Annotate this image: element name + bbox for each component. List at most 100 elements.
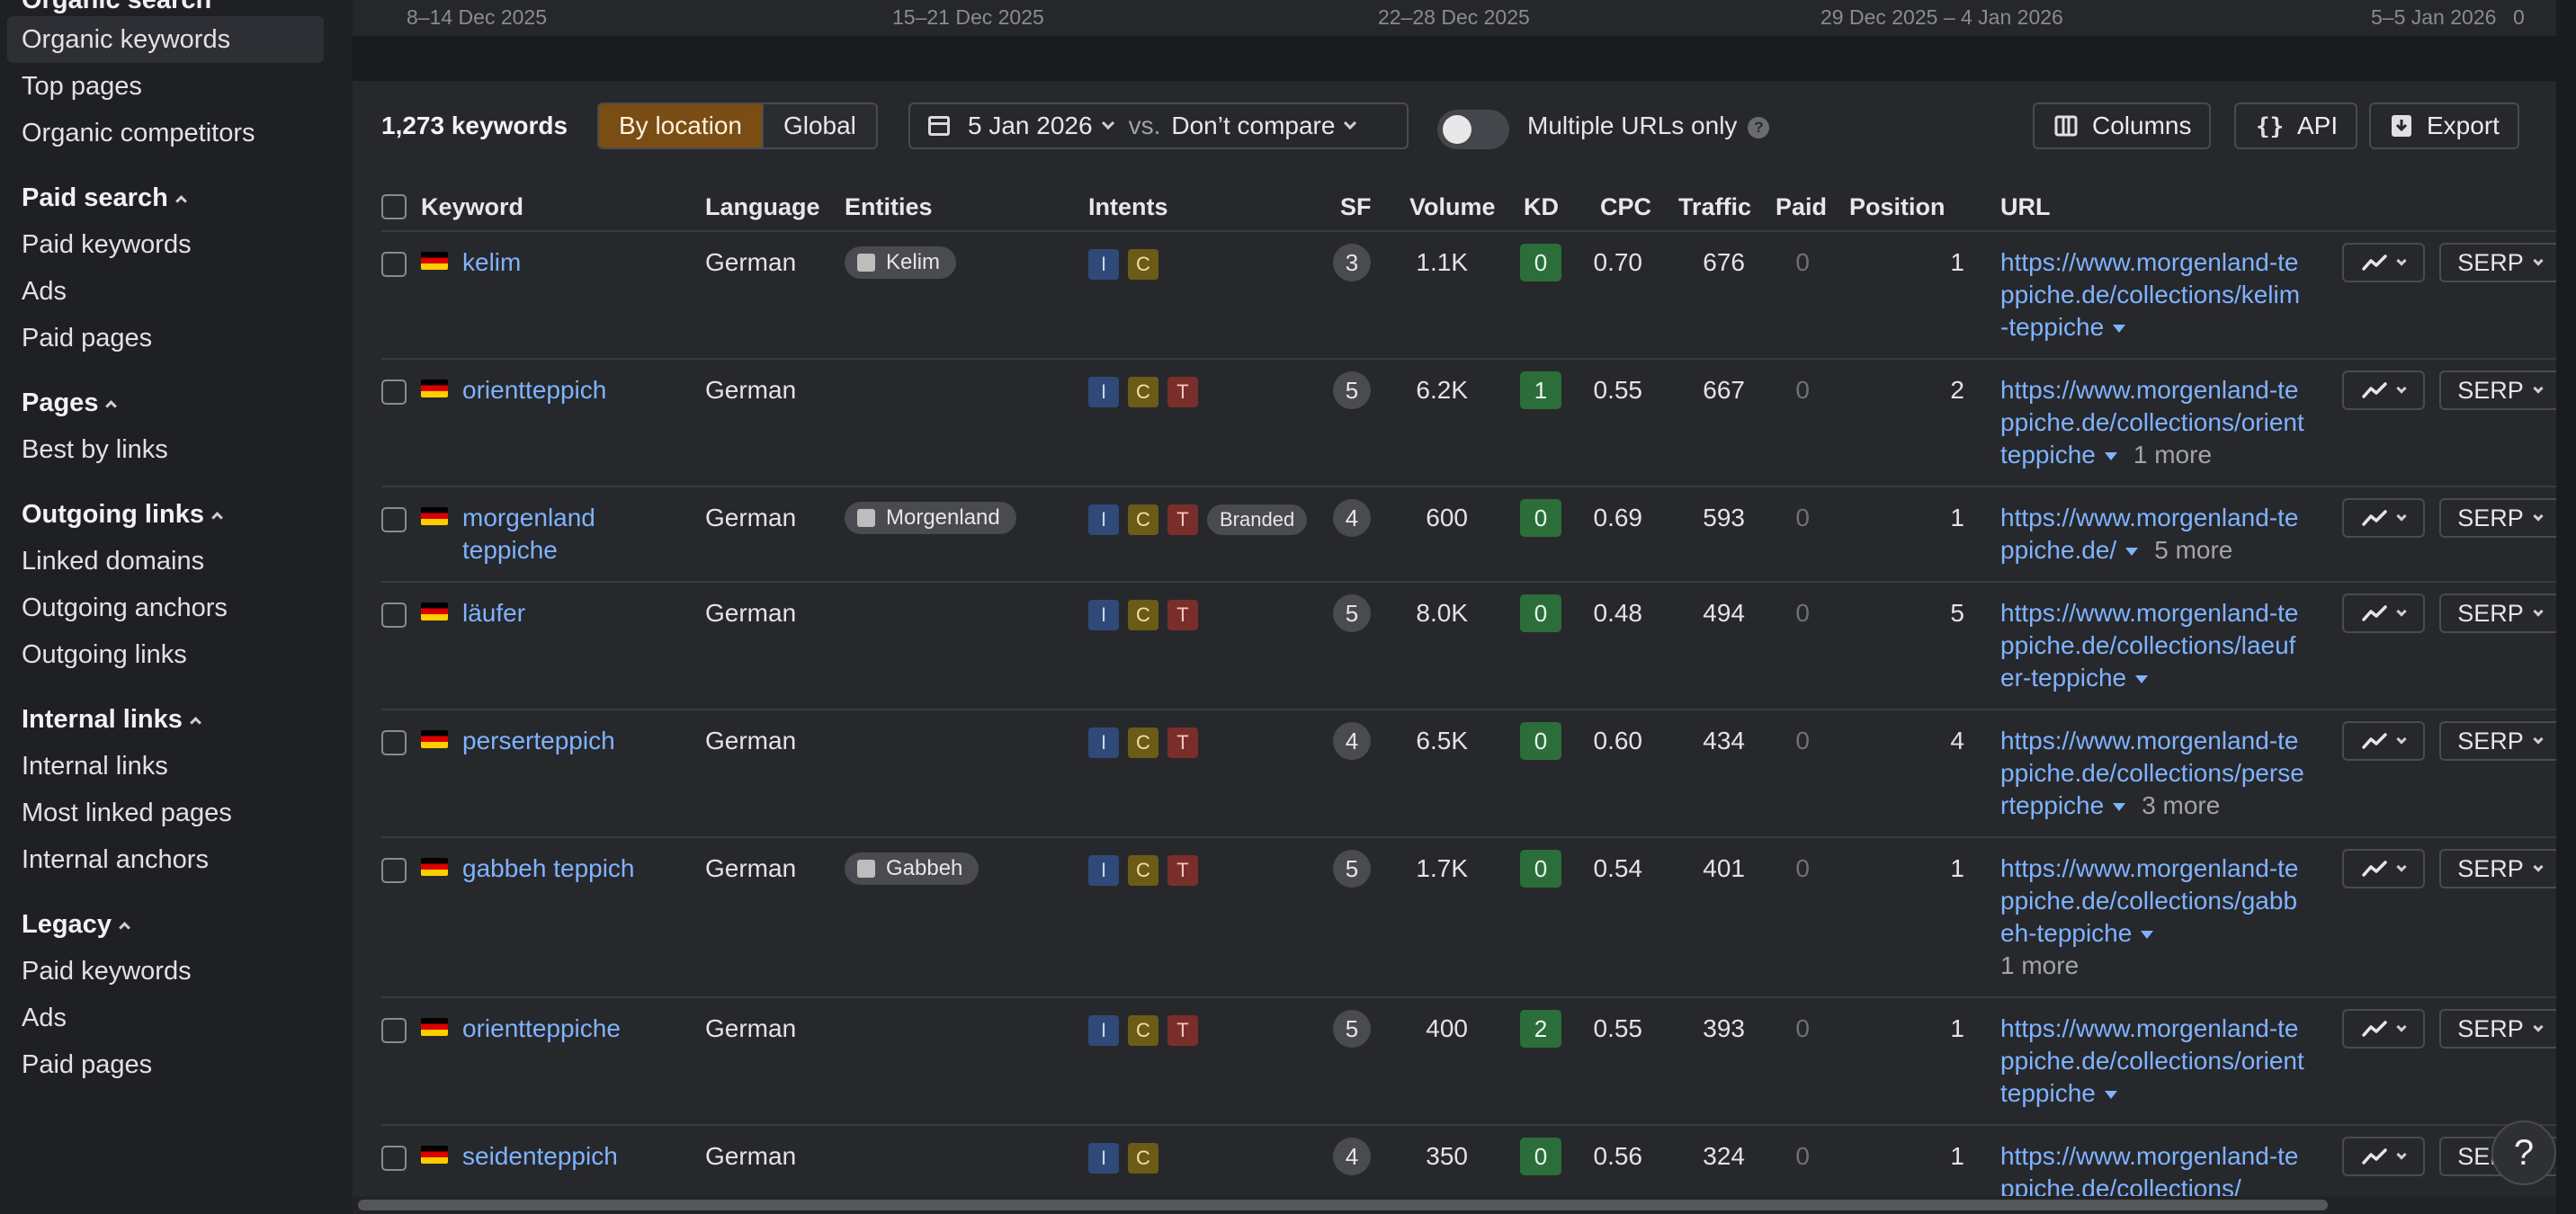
multiple-urls-toggle[interactable]	[1437, 110, 1509, 149]
serp-button[interactable]: SERP	[2439, 594, 2560, 633]
caret-down-icon[interactable]	[2113, 325, 2126, 334]
url-link[interactable]: https://www.morgenland-teppiche.de/colle…	[2000, 854, 2299, 947]
sidebar-section-heading[interactable]: Paid search	[22, 174, 187, 221]
sidebar-item[interactable]: Organic competitors	[22, 119, 255, 147]
trend-chart-button[interactable]	[2342, 721, 2425, 761]
keyword-link[interactable]: kelim	[462, 248, 522, 276]
more-urls-link[interactable]: 3 more	[2142, 791, 2221, 819]
sidebar-item[interactable]: Top pages	[22, 72, 142, 101]
col-volume[interactable]: Volume	[1409, 193, 1496, 220]
row-checkbox[interactable]	[381, 507, 407, 532]
serp-button[interactable]: SERP	[2439, 849, 2560, 888]
col-traffic[interactable]: Traffic	[1678, 193, 1752, 220]
entity-badge[interactable]: Gabbeh	[845, 852, 979, 885]
sidebar-item[interactable]: Outgoing links	[22, 640, 187, 669]
row-checkbox[interactable]	[381, 1018, 407, 1043]
col-language[interactable]: Language	[705, 193, 820, 220]
sidebar-item[interactable]: Internal links	[22, 752, 168, 781]
sidebar-item[interactable]: Outgoing anchors	[22, 594, 228, 622]
trend-chart-button[interactable]	[2342, 243, 2425, 282]
col-cpc[interactable]: CPC	[1600, 193, 1652, 220]
more-urls-link[interactable]: 1 more	[2000, 951, 2080, 979]
columns-button[interactable]: Columns	[2033, 103, 2212, 149]
trend-chart-button[interactable]	[2342, 849, 2425, 888]
sidebar-section-heading[interactable]: Internal links	[22, 696, 201, 743]
serp-button[interactable]: SERP	[2439, 498, 2560, 538]
url-link[interactable]: https://www.morgenland-teppiche.de/colle…	[2000, 1142, 2299, 1202]
sidebar-item[interactable]: Best by links	[22, 435, 168, 464]
sidebar-item[interactable]: Internal anchors	[22, 845, 209, 874]
help-icon[interactable]: ?	[1748, 116, 1770, 138]
sidebar-item[interactable]: Paid pages	[22, 1050, 153, 1079]
by-location-button[interactable]: By location	[599, 104, 762, 147]
keyword-link[interactable]: morgenland teppiche	[462, 504, 595, 564]
caret-down-icon[interactable]	[2135, 675, 2149, 684]
sidebar-section-heading[interactable]: Legacy	[22, 901, 130, 948]
row-checkbox[interactable]	[381, 730, 407, 755]
serp-button[interactable]: SERP	[2439, 370, 2560, 410]
api-button[interactable]: {} API	[2234, 103, 2358, 149]
sidebar-section-heading[interactable]: Pages	[22, 379, 118, 426]
keyword-link[interactable]: orientteppich	[462, 376, 607, 404]
trend-chart-button[interactable]	[2342, 1137, 2425, 1176]
sf-badge[interactable]: 5	[1333, 850, 1371, 888]
trend-chart-button[interactable]	[2342, 1009, 2425, 1049]
sidebar-item[interactable]: Paid pages	[22, 324, 153, 353]
serp-button[interactable]: SERP	[2439, 243, 2560, 282]
url-link[interactable]: https://www.morgenland-teppiche.de/colle…	[2000, 1014, 2304, 1107]
row-checkbox[interactable]	[381, 603, 407, 628]
col-kd[interactable]: KD	[1524, 193, 1559, 220]
sidebar-item[interactable]: Linked domains	[22, 547, 205, 576]
sidebar-item[interactable]: Ads	[22, 277, 67, 306]
row-checkbox[interactable]	[381, 252, 407, 277]
col-position[interactable]: Position	[1849, 193, 1945, 220]
sidebar-item[interactable]: Paid keywords	[22, 957, 192, 986]
trend-chart-button[interactable]	[2342, 594, 2425, 633]
sf-badge[interactable]: 4	[1333, 499, 1371, 537]
col-entities[interactable]: Entities	[845, 193, 933, 220]
sidebar-section-heading[interactable]: Outgoing links	[22, 491, 223, 538]
url-link[interactable]: https://www.morgenland-teppiche.de/colle…	[2000, 248, 2301, 341]
serp-button[interactable]: SERP	[2439, 721, 2560, 761]
sidebar-item[interactable]: Organic keywords	[7, 16, 324, 63]
trend-chart-button[interactable]	[2342, 370, 2425, 410]
export-button[interactable]: Export	[2369, 103, 2519, 149]
sf-badge[interactable]: 5	[1333, 371, 1371, 409]
keyword-link[interactable]: perserteppich	[462, 727, 615, 754]
sidebar-item[interactable]: Paid keywords	[22, 230, 192, 259]
url-link[interactable]: https://www.morgenland-teppiche.de/colle…	[2000, 376, 2304, 469]
more-urls-link[interactable]: 5 more	[2154, 536, 2233, 564]
help-button[interactable]: ?	[2491, 1120, 2556, 1185]
col-sf[interactable]: SF	[1340, 193, 1372, 220]
keyword-link[interactable]: gabbeh teppich	[462, 854, 635, 882]
sf-badge[interactable]: 4	[1333, 722, 1371, 760]
more-urls-link[interactable]: 1 more	[2133, 441, 2213, 469]
keyword-link[interactable]: orientteppiche	[462, 1014, 621, 1042]
row-checkbox[interactable]	[381, 379, 407, 405]
scrollbar-thumb[interactable]	[358, 1200, 2328, 1210]
caret-down-icon[interactable]	[2141, 931, 2154, 940]
select-all-checkbox[interactable]	[381, 194, 407, 219]
date-compare-picker[interactable]: 5 Jan 2026 vs. Don’t compare	[908, 103, 1409, 149]
sidebar-item[interactable]: Most linked pages	[22, 799, 232, 827]
serp-button[interactable]: SERP	[2439, 1009, 2560, 1049]
caret-down-icon[interactable]	[2104, 452, 2117, 461]
url-link[interactable]: https://www.morgenland-teppiche.de/colle…	[2000, 599, 2299, 692]
trend-chart-button[interactable]	[2342, 498, 2425, 538]
col-keyword[interactable]: Keyword	[421, 193, 524, 220]
caret-down-icon[interactable]	[2125, 548, 2139, 557]
entity-badge[interactable]: Morgenland	[845, 502, 1016, 534]
keyword-link[interactable]: läufer	[462, 599, 526, 627]
col-intents[interactable]: Intents	[1088, 193, 1168, 220]
sf-badge[interactable]: 4	[1333, 1138, 1371, 1175]
row-checkbox[interactable]	[381, 1146, 407, 1171]
row-checkbox[interactable]	[381, 858, 407, 883]
col-url[interactable]: URL	[2000, 193, 2051, 220]
horizontal-scrollbar[interactable]	[353, 1196, 2556, 1214]
url-link[interactable]: https://www.morgenland-teppiche.de/colle…	[2000, 727, 2304, 819]
caret-down-icon[interactable]	[2113, 803, 2126, 812]
keyword-link[interactable]: seidenteppich	[462, 1142, 618, 1170]
url-link[interactable]: https://www.morgenland-teppiche.de/	[2000, 504, 2299, 564]
global-button[interactable]: Global	[761, 104, 876, 147]
sf-badge[interactable]: 5	[1333, 594, 1371, 632]
